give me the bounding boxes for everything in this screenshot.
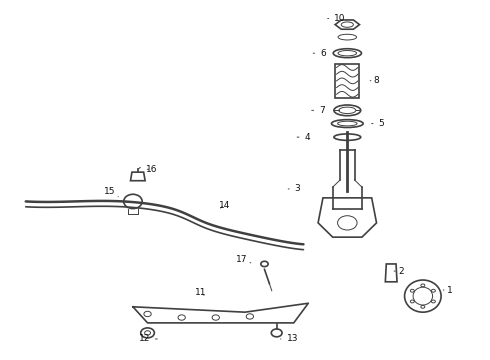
Text: 1: 1 [443,285,452,294]
Text: 15: 15 [104,187,118,197]
Text: 2: 2 [394,267,404,276]
Text: 5: 5 [372,119,384,128]
Text: 7: 7 [312,106,325,115]
Text: 10: 10 [328,14,346,23]
Text: 17: 17 [236,255,251,264]
Text: 16: 16 [146,165,157,174]
Text: 8: 8 [370,76,379,85]
Text: 11: 11 [196,288,207,297]
Text: 12: 12 [139,334,157,343]
Text: 4: 4 [297,132,310,141]
Text: 3: 3 [288,184,300,193]
Text: 14: 14 [219,201,230,210]
Text: 13: 13 [281,334,298,343]
Text: 6: 6 [313,49,326,58]
